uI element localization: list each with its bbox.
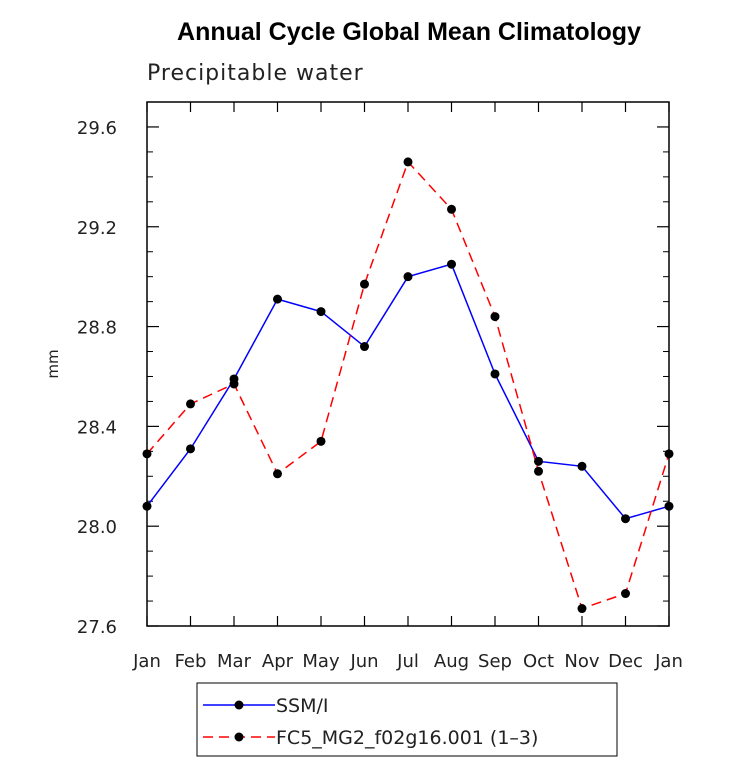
data-point-1 [577, 604, 587, 614]
x-tick-label: Jun [349, 651, 378, 672]
axis-ticks [146, 101, 670, 627]
data-point-0 [447, 259, 456, 269]
x-tick-label: Sep [478, 651, 512, 672]
legend-box [196, 682, 618, 757]
x-tick-label: Apr [262, 651, 294, 672]
data-point-1 [621, 589, 630, 599]
x-tick-label: Jul [396, 651, 419, 672]
x-tick-label: Mar [217, 651, 252, 672]
data-point-0 [142, 501, 152, 511]
legend-label-ssmi: SSM/I [276, 695, 329, 717]
data-point-0 [577, 461, 587, 471]
data-point-0 [403, 272, 413, 282]
data-point-0 [534, 456, 543, 466]
data-point-1 [142, 449, 152, 459]
y-tick-label: 28.0 [77, 517, 117, 538]
data-point-0 [360, 342, 369, 352]
chart-subtitle: Precipitable water [147, 61, 364, 86]
data-point-1 [534, 466, 543, 476]
data-point-1 [273, 469, 282, 479]
data-point-0 [621, 514, 630, 524]
x-tick-label: Jan [654, 651, 683, 672]
data-point-0 [664, 501, 674, 511]
data-point-1 [447, 204, 456, 214]
series-line-1 [146, 160, 670, 610]
y-tick-label: 29.2 [77, 218, 117, 239]
series-line-0 [146, 263, 670, 520]
plot-frame [146, 101, 670, 627]
x-tick-label: Aug [434, 651, 469, 672]
x-tick-label: Feb [175, 651, 207, 672]
legend-marker-fc5 [234, 732, 244, 742]
y-tick-label: 29.6 [77, 118, 117, 139]
x-tick-label: Nov [564, 651, 599, 672]
x-tick-label: Oct [523, 651, 554, 672]
data-point-1 [229, 379, 239, 389]
x-tick-label: Jan [132, 651, 161, 672]
y-axis-label: mm [44, 349, 62, 378]
legend-label-fc5: FC5_MG2_f02g16.001 (1–3) [276, 727, 538, 749]
data-point-0 [186, 444, 195, 454]
legend-marker-ssmi [234, 700, 244, 710]
legend: SSM/I FC5_MG2_f02g16.001 (1–3) [196, 682, 618, 757]
tick-labels: Jan Feb Mar Apr May Jun Jul Aug Sep Oct Nov Dec Jan 2… [77, 118, 683, 672]
y-tick-label: 28.4 [77, 417, 117, 438]
data-point-1 [360, 279, 369, 289]
data-point-1 [664, 449, 674, 459]
x-tick-label: Dec [608, 651, 643, 672]
y-tick-label: 28.8 [77, 318, 117, 339]
data-point-1 [186, 399, 195, 409]
data-point-0 [316, 307, 326, 317]
y-tick-label: 27.6 [77, 617, 117, 638]
data-point-1 [403, 157, 413, 167]
data-point-1 [490, 312, 500, 322]
x-tick-label: May [302, 651, 340, 672]
data-point-0 [490, 369, 500, 379]
data-point-1 [316, 436, 326, 446]
chart-title: Annual Cycle Global Mean Climatology [177, 18, 641, 46]
data-point-0 [273, 294, 282, 304]
series-group [142, 157, 674, 614]
